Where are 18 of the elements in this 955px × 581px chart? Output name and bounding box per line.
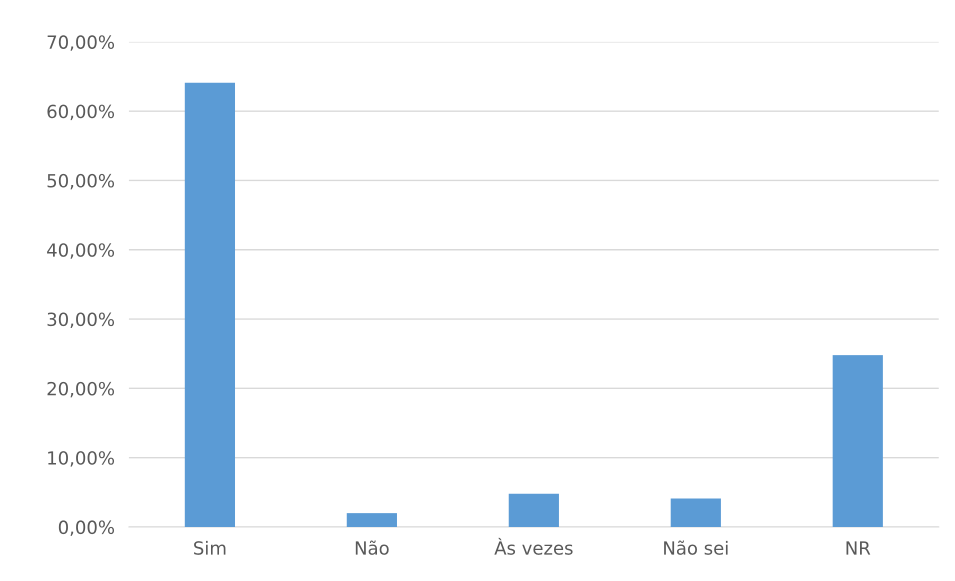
bar [832, 355, 883, 527]
y-tick-label: 60,00% [47, 104, 114, 120]
x-tick-label: NR [846, 541, 870, 555]
y-tick-label: 0,00% [58, 520, 114, 536]
y-tick-label: 40,00% [47, 243, 114, 259]
y-tick-label: 20,00% [48, 382, 114, 398]
bar [184, 82, 236, 527]
x-tick-label: Às vezes [494, 538, 573, 555]
y-tick-label: 10,00% [48, 451, 114, 467]
bar [346, 513, 397, 527]
x-tick-label: Sim [194, 540, 226, 555]
bar [508, 494, 559, 527]
y-tick-label: 70,00% [48, 35, 114, 51]
y-tick-label: 50,00% [48, 174, 114, 190]
y-tick-label: 30,00% [48, 312, 114, 328]
bar [670, 498, 721, 527]
x-tick-label: Não [356, 540, 389, 555]
x-tick-label: Não sei [664, 540, 728, 555]
